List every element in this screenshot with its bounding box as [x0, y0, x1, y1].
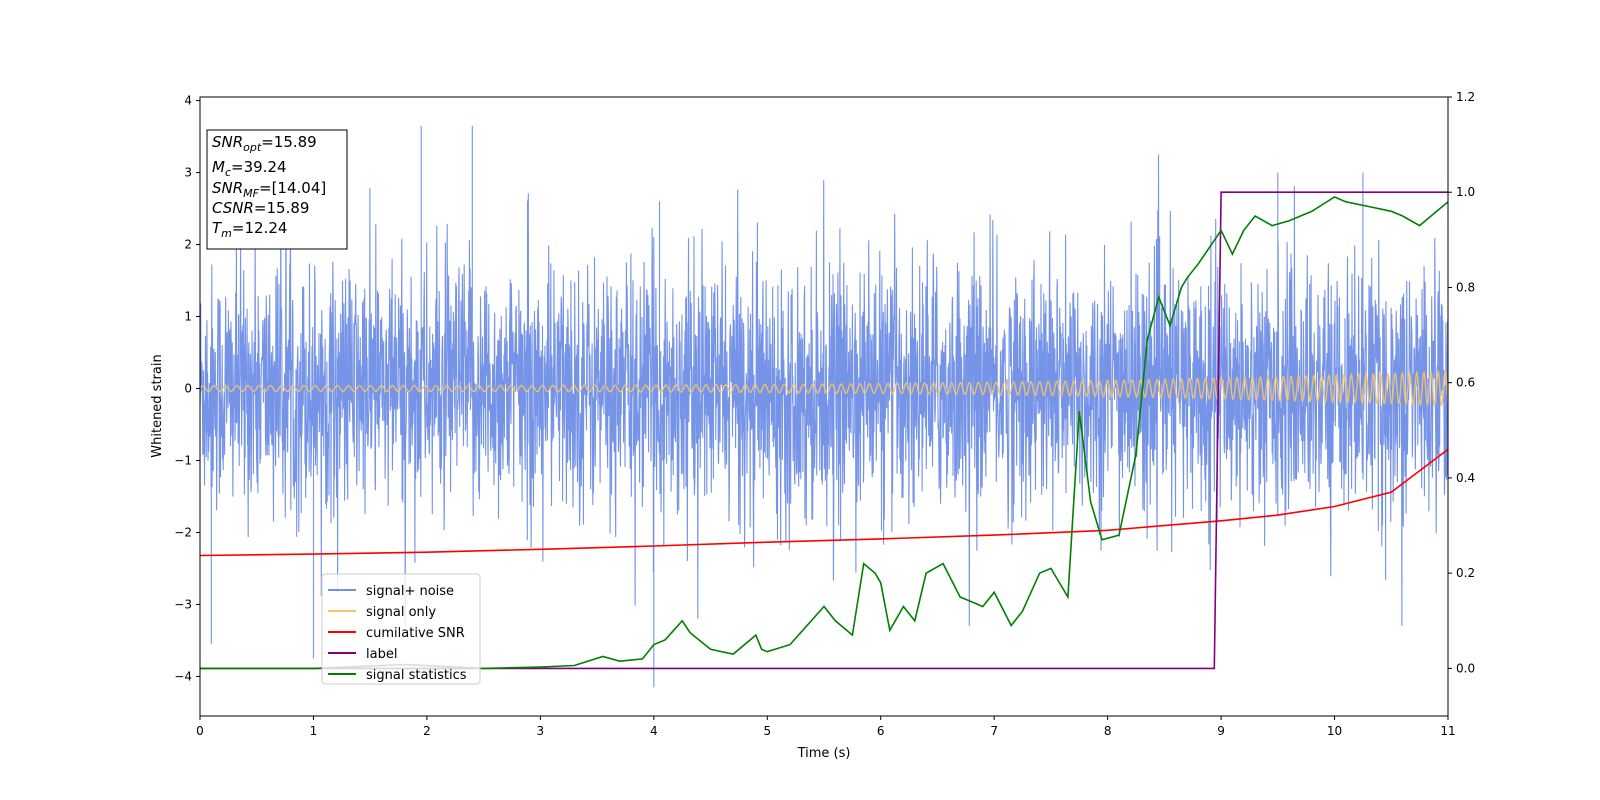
legend-label-cumilative-snr: cumilative SNR [366, 626, 465, 641]
x-tick-label: 9 [1217, 724, 1225, 738]
legend-label-label: label [366, 647, 397, 662]
x-tick-label: 0 [196, 724, 204, 738]
y2-tick-label: 0.8 [1456, 280, 1475, 294]
y-tick-label: −2 [174, 525, 192, 539]
y2-tick-label: 0.0 [1456, 661, 1475, 675]
y-tick-label: −1 [174, 453, 192, 467]
y-tick-label: −4 [174, 669, 192, 683]
legend-label-signal-statistics: signal statistics [366, 668, 467, 683]
y2-axis: 0.0 0.2 0.4 0.6 0.8 1.0 1.2 [1448, 90, 1475, 675]
x-axis: 0 1 2 3 4 5 6 7 8 9 10 11 [196, 716, 1456, 738]
y2-tick-label: 0.6 [1456, 376, 1475, 390]
series-line-cumilative-snr [200, 448, 1448, 557]
annotation-frame [206, 129, 348, 250]
y2-tick-label: 0.2 [1456, 566, 1475, 580]
y2-tick-label: 1.2 [1456, 90, 1475, 104]
y2-tick-label: 1.0 [1456, 185, 1475, 199]
x-tick-label: 2 [423, 724, 431, 738]
y-tick-label: 2 [184, 238, 192, 252]
y-tick-label: 1 [184, 310, 192, 324]
annotation-line: SNRopt=15.89 [212, 133, 317, 154]
x-tick-label: 5 [763, 724, 771, 738]
legend: signal+ noise signal only cumilative SNR la… [321, 573, 481, 685]
y-tick-label: 0 [184, 382, 192, 396]
y-axis: −4 −3 −2 −1 0 1 2 3 4 [174, 94, 200, 683]
y-axis-label: Whitened strain [150, 354, 165, 457]
x-tick-label: 4 [650, 724, 658, 738]
x-tick-label: 8 [1104, 724, 1112, 738]
annotation-box: SNRopt=15.89 Mc=39.24SNRMF=[14.04]CSNR=15… [206, 129, 348, 250]
legend-label-signal-only: signal only [366, 605, 436, 620]
series-line-signal-statistics [200, 196, 1448, 670]
y-tick-label: 3 [184, 166, 192, 180]
x-tick-label: 6 [877, 724, 885, 738]
legend-label-signal-noise: signal+ noise [366, 584, 454, 599]
x-tick-label: 1 [310, 724, 318, 738]
series-line-signal-only [200, 368, 1448, 408]
series-layer [200, 125, 1448, 688]
x-tick-label: 10 [1327, 724, 1342, 738]
x-axis-label: Time (s) [797, 746, 851, 761]
annotation-line: CSNR=15.89 [212, 199, 309, 217]
annotation-line: Tm=12.24 [212, 219, 287, 240]
series-line-label [200, 191, 1448, 670]
legend-frame [321, 573, 481, 685]
annotation-line: SNRMF=[14.04] [212, 179, 326, 200]
y-tick-label: −3 [174, 597, 192, 611]
x-tick-label: 7 [990, 724, 998, 738]
annotation-line: Mc=39.24 [212, 158, 287, 179]
plot-frame [199, 96, 1449, 717]
y-tick-label: 4 [184, 94, 192, 108]
series-line-signal-noise [200, 125, 1448, 688]
x-tick-label: 3 [537, 724, 545, 738]
x-tick-label: 11 [1440, 724, 1455, 738]
y2-tick-label: 0.4 [1456, 471, 1475, 485]
